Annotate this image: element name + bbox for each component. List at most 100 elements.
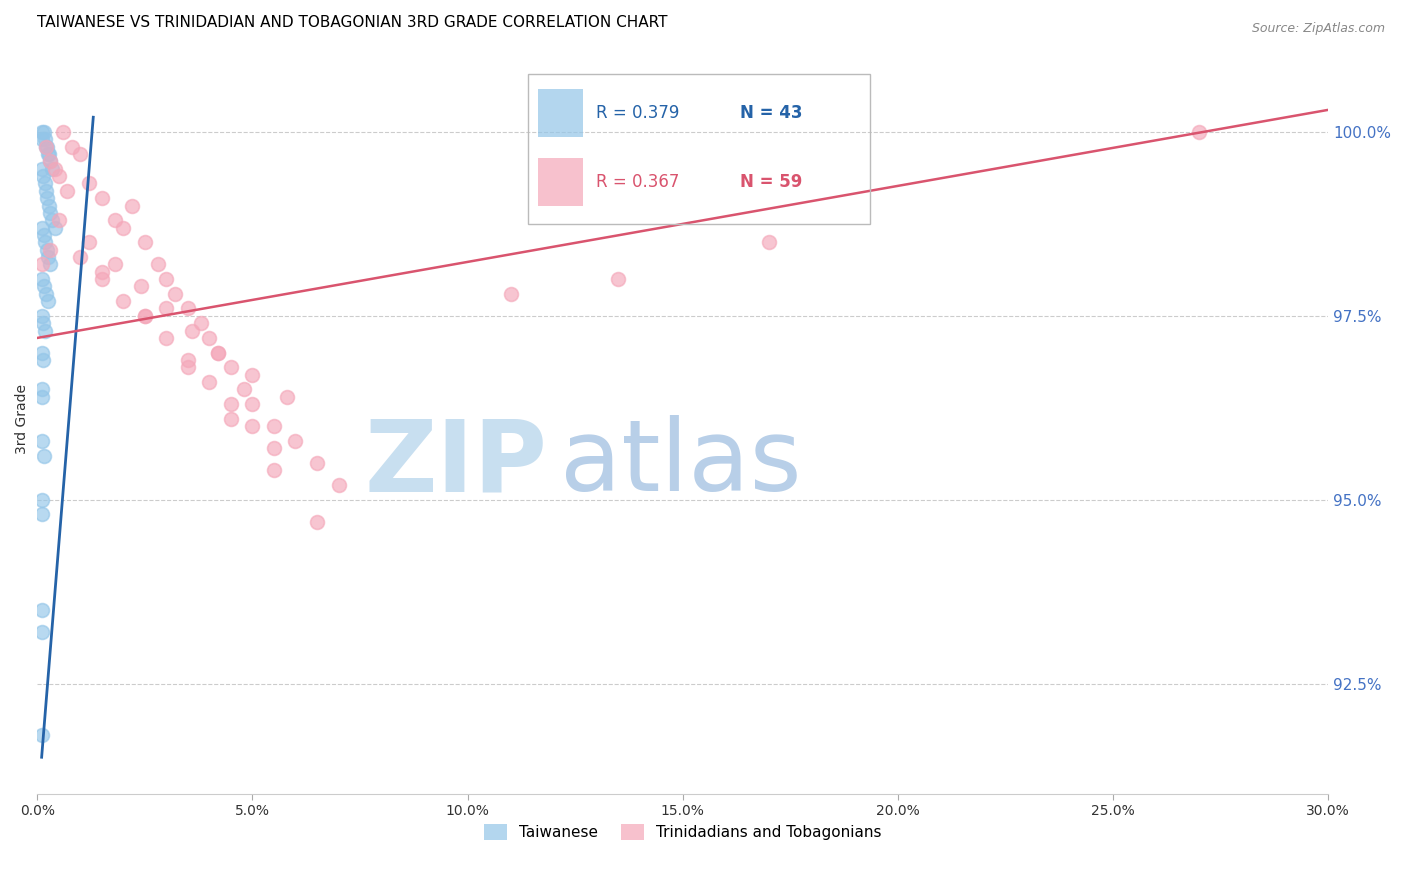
Point <box>276 390 298 404</box>
Point <box>31 434 53 448</box>
Point <box>56 184 79 198</box>
Point <box>38 147 60 161</box>
Point <box>39 257 62 271</box>
Point <box>263 463 285 477</box>
Point <box>177 301 200 316</box>
Point <box>44 161 66 176</box>
Point <box>44 220 66 235</box>
Point <box>90 191 112 205</box>
Point <box>607 272 630 286</box>
Point <box>242 368 264 382</box>
Point <box>32 316 55 330</box>
Point <box>129 279 152 293</box>
Text: TAIWANESE VS TRINIDADIAN AND TOBAGONIAN 3RD GRADE CORRELATION CHART: TAIWANESE VS TRINIDADIAN AND TOBAGONIAN … <box>38 15 668 30</box>
Point <box>31 383 53 397</box>
Point <box>37 294 59 309</box>
Point <box>39 154 62 169</box>
Point <box>31 508 53 522</box>
Point <box>90 272 112 286</box>
Point <box>41 161 63 176</box>
Point <box>219 412 242 426</box>
Point <box>198 375 221 389</box>
Point <box>34 235 56 250</box>
Point <box>284 434 307 448</box>
Point <box>34 177 56 191</box>
Point <box>146 257 169 271</box>
Point <box>35 139 58 153</box>
Point <box>190 316 212 330</box>
Point <box>32 449 55 463</box>
Point <box>198 331 221 345</box>
Point <box>112 220 135 235</box>
Point <box>48 169 70 183</box>
Point <box>39 243 62 257</box>
Point <box>32 169 55 183</box>
Point <box>155 272 177 286</box>
Point <box>232 383 254 397</box>
Point <box>177 360 200 375</box>
Point <box>60 139 83 153</box>
Point <box>263 419 285 434</box>
Point <box>37 250 59 264</box>
Point <box>104 257 127 271</box>
Point <box>52 125 75 139</box>
Point <box>35 139 58 153</box>
Point <box>155 331 177 345</box>
Point <box>305 456 328 470</box>
Point <box>35 139 58 153</box>
Point <box>31 728 53 742</box>
Point <box>35 184 58 198</box>
Point <box>35 286 58 301</box>
Point <box>104 213 127 227</box>
Text: ZIP: ZIP <box>364 416 547 512</box>
Point <box>31 625 53 640</box>
Point <box>69 147 91 161</box>
Point <box>31 345 53 359</box>
Point <box>31 603 53 617</box>
Point <box>112 294 135 309</box>
Point <box>207 345 229 359</box>
Point <box>134 235 156 250</box>
Point <box>32 353 55 368</box>
Point <box>163 286 186 301</box>
Point <box>242 397 264 411</box>
Point <box>31 220 53 235</box>
Point <box>219 360 242 375</box>
Point <box>1188 125 1211 139</box>
Point <box>39 206 62 220</box>
Point <box>32 227 55 242</box>
Point <box>32 279 55 293</box>
Point <box>177 353 200 368</box>
Point <box>31 390 53 404</box>
Point <box>155 301 177 316</box>
Point <box>31 161 53 176</box>
Point <box>207 345 229 359</box>
Point <box>39 154 62 169</box>
Point <box>37 147 59 161</box>
Point <box>328 478 350 492</box>
Point <box>181 324 204 338</box>
Point <box>263 442 285 456</box>
Point <box>758 235 780 250</box>
Point <box>134 309 156 323</box>
Point <box>121 198 143 212</box>
Point <box>90 265 112 279</box>
Point <box>31 309 53 323</box>
Point <box>31 492 53 507</box>
Point <box>32 125 55 139</box>
Point <box>48 213 70 227</box>
Point <box>305 515 328 529</box>
Point <box>31 132 53 146</box>
Point <box>77 177 100 191</box>
Point <box>34 324 56 338</box>
Point <box>31 257 53 271</box>
Point <box>31 272 53 286</box>
Point <box>31 125 53 139</box>
Point <box>134 309 156 323</box>
Point <box>77 235 100 250</box>
Text: atlas: atlas <box>560 416 801 512</box>
Point <box>34 132 56 146</box>
Point <box>499 286 522 301</box>
Point <box>37 191 59 205</box>
Point <box>219 397 242 411</box>
